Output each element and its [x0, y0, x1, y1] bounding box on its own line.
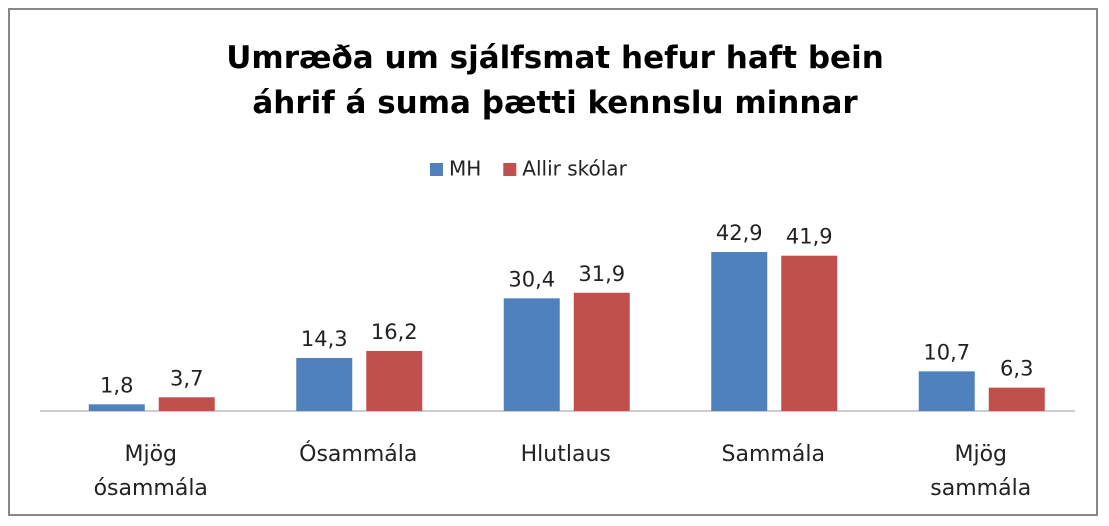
chart-frame — [8, 8, 1098, 516]
x-tick-label: Mjög ósammála — [93, 442, 208, 501]
legend-swatch — [430, 163, 443, 176]
value-label: 3,7 — [170, 366, 203, 390]
x-tick-label: Sammála — [721, 442, 825, 467]
value-label: 41,9 — [786, 225, 833, 249]
legend-swatch — [503, 163, 517, 176]
bar — [296, 358, 353, 411]
value-label: 16,2 — [371, 320, 418, 344]
value-label: 42,9 — [716, 221, 763, 245]
legend-label: MH — [449, 157, 481, 181]
chart-title: Umræða um sjálfsmat hefur haft bein áhri… — [226, 40, 884, 121]
value-label: 31,9 — [578, 262, 625, 286]
bar — [918, 371, 975, 411]
value-label: 14,3 — [301, 327, 348, 351]
bar — [781, 255, 838, 411]
bar — [711, 252, 768, 411]
x-tick-label: Mjög sammála — [930, 442, 1032, 501]
x-tick-label: Hlutlaus — [520, 442, 611, 467]
x-tick-label: Ósammála — [299, 442, 418, 467]
legend-label: Allir skólar — [522, 157, 627, 181]
value-label: 1,8 — [100, 373, 133, 397]
value-label: 6,3 — [1000, 357, 1033, 381]
bar — [503, 298, 560, 411]
bar — [366, 350, 423, 411]
bar — [573, 292, 630, 411]
bar — [88, 404, 145, 411]
value-label: 30,4 — [508, 267, 555, 291]
bar — [988, 387, 1045, 411]
value-label: 10,7 — [923, 340, 970, 364]
bar — [158, 397, 215, 411]
